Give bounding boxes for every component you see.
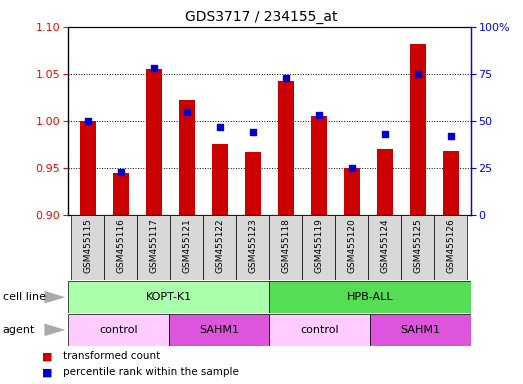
Bar	[104, 215, 138, 280]
Text: percentile rank within the sample: percentile rank within the sample	[63, 367, 238, 377]
Polygon shape	[44, 291, 65, 303]
Point	[215, 124, 224, 130]
Bar	[245, 152, 261, 215]
Bar	[79, 121, 96, 215]
Text: control: control	[99, 325, 138, 335]
Text: GSM455123: GSM455123	[248, 218, 257, 273]
Text: SAHM1: SAHM1	[401, 325, 440, 335]
Text: GSM455118: GSM455118	[281, 218, 290, 273]
Point	[414, 71, 422, 77]
Bar	[269, 215, 302, 280]
Bar	[178, 100, 195, 215]
Bar	[203, 215, 236, 280]
Text: GSM455115: GSM455115	[83, 218, 92, 273]
Text: GSM455122: GSM455122	[215, 218, 224, 273]
Text: cell line: cell line	[3, 292, 46, 302]
Text: GSM455120: GSM455120	[347, 218, 356, 273]
Bar	[302, 215, 335, 280]
Point	[447, 133, 455, 139]
Text: control: control	[300, 325, 339, 335]
Bar	[71, 215, 104, 280]
Point	[348, 165, 356, 171]
Bar	[278, 81, 294, 215]
Text: transformed count: transformed count	[63, 351, 160, 361]
Bar	[377, 149, 393, 215]
Point	[248, 129, 257, 135]
Text: GSM455126: GSM455126	[447, 218, 456, 273]
Bar	[370, 314, 471, 346]
Text: agent: agent	[3, 325, 35, 335]
Bar	[68, 314, 168, 346]
Bar	[401, 215, 435, 280]
Point	[315, 112, 323, 118]
Bar	[112, 173, 129, 215]
Text: GSM455121: GSM455121	[183, 218, 191, 273]
Bar	[170, 215, 203, 280]
Bar	[435, 215, 468, 280]
Text: ■: ■	[42, 351, 52, 361]
Point	[117, 169, 125, 175]
Text: GSM455117: GSM455117	[149, 218, 158, 273]
Text: GSM455116: GSM455116	[116, 218, 126, 273]
Bar	[269, 314, 370, 346]
Text: GSM455124: GSM455124	[380, 218, 390, 273]
Point	[282, 74, 290, 81]
Text: GSM455119: GSM455119	[314, 218, 323, 273]
Text: ■: ■	[42, 367, 52, 377]
Bar	[410, 44, 426, 215]
Bar	[138, 215, 170, 280]
Polygon shape	[44, 324, 65, 336]
Point	[183, 109, 191, 115]
Point	[381, 131, 389, 137]
Bar	[168, 314, 269, 346]
Point	[84, 118, 92, 124]
Bar	[145, 69, 162, 215]
Bar	[368, 215, 401, 280]
Bar	[236, 215, 269, 280]
Bar	[68, 281, 269, 313]
Point	[150, 65, 158, 71]
Text: GSM455125: GSM455125	[413, 218, 423, 273]
Bar	[269, 281, 471, 313]
Bar	[344, 168, 360, 215]
Text: KOPT-K1: KOPT-K1	[145, 292, 192, 302]
Text: HPB-ALL: HPB-ALL	[347, 292, 393, 302]
Text: GDS3717 / 234155_at: GDS3717 / 234155_at	[185, 10, 338, 23]
Bar	[311, 116, 327, 215]
Text: SAHM1: SAHM1	[199, 325, 239, 335]
Bar	[212, 144, 228, 215]
Bar	[442, 151, 459, 215]
Bar	[335, 215, 368, 280]
